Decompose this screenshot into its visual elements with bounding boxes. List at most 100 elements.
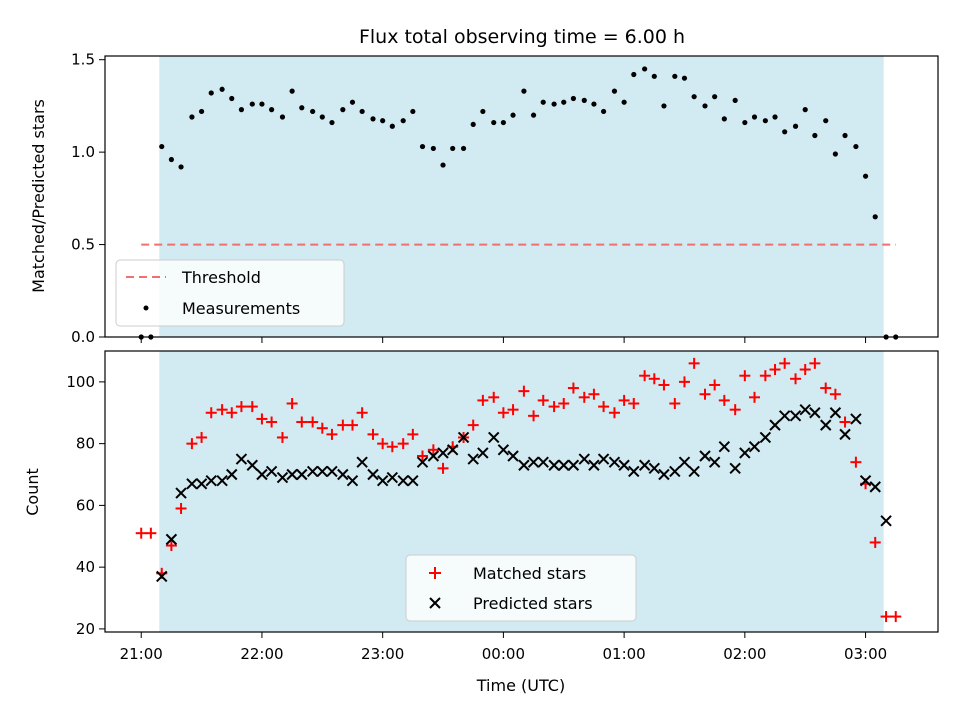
matched-stars-point — [598, 401, 610, 413]
predicted-stars-point — [497, 444, 510, 456]
matched-stars-point — [537, 394, 549, 406]
x-stroke-b — [628, 465, 640, 478]
x-stroke-b — [799, 403, 811, 416]
measurements-point — [853, 143, 859, 150]
matched-stars-point — [748, 391, 760, 403]
matched-stars-point — [397, 438, 409, 450]
predicted-stars-point — [809, 407, 821, 419]
measurements-point — [259, 101, 265, 107]
x-stroke-b — [316, 465, 329, 478]
x-stroke-b — [608, 456, 621, 468]
predicted-stars-point — [748, 441, 761, 453]
legend-predicted-label: Predicted stars — [473, 594, 593, 613]
x-stroke-b — [839, 428, 851, 441]
predicted-stars-point — [296, 468, 308, 481]
x-stroke-b — [416, 456, 429, 468]
ratio-legend-box — [115, 259, 345, 327]
predicted-stars-point — [507, 450, 519, 462]
x-stroke-b — [880, 515, 892, 527]
measurements-point — [651, 73, 657, 79]
y-tick-label: 1.5 — [71, 51, 95, 69]
x-stroke-b — [537, 456, 549, 468]
x-stroke-b — [477, 447, 489, 459]
predicted-stars-point — [416, 456, 429, 468]
measurements-point — [238, 107, 245, 113]
matched-stars-point — [558, 397, 570, 409]
x-stroke-b — [226, 468, 238, 481]
measurements-point — [370, 116, 376, 122]
matched-stars-point — [276, 431, 288, 443]
predicted-stars-point — [527, 456, 540, 468]
predicted-stars-point — [446, 444, 459, 456]
matched-stars-point — [337, 419, 349, 431]
matched-stars-point — [386, 441, 398, 453]
measurements-point — [491, 119, 497, 126]
measurements-point — [340, 107, 346, 113]
y-tick-label: 0.0 — [71, 328, 95, 346]
predicted-stars-point — [195, 478, 208, 490]
predicted-stars-point — [839, 428, 851, 441]
measurements-point — [380, 118, 386, 124]
matched-stars-point — [186, 438, 198, 450]
x-stroke-b — [195, 478, 208, 490]
ratio-x-ticks — [140, 337, 867, 343]
predicted-stars-point — [437, 447, 449, 459]
measurements-point — [189, 114, 195, 120]
predicted-stars-point — [778, 410, 791, 422]
matched-stars-point — [839, 416, 851, 428]
x-stroke-b — [638, 459, 651, 471]
x-stroke-b — [276, 471, 289, 484]
predicted-stars-point — [618, 459, 630, 471]
measurements-point — [540, 99, 546, 105]
predicted-stars-point — [739, 447, 751, 459]
y-tick-label: 1.0 — [71, 143, 95, 161]
x-stroke-b — [216, 474, 228, 487]
measurements-point — [642, 66, 648, 72]
predicted-stars-point — [175, 487, 187, 499]
x-stroke-b — [205, 474, 217, 487]
matched-stars-point — [588, 388, 600, 400]
x-stroke-b — [457, 431, 470, 444]
x-stroke-b — [376, 474, 389, 487]
predicted-stars-point — [488, 431, 500, 444]
measurements-point — [198, 108, 205, 115]
measurements-point — [742, 119, 748, 126]
measurement-points — [138, 66, 899, 340]
matched-stars-point — [688, 357, 700, 369]
x-stroke-b — [578, 453, 590, 465]
x-stroke-b — [156, 570, 168, 583]
predicted-stars-point — [859, 474, 872, 487]
matched-stars-point — [809, 357, 821, 369]
matched-stars-point — [256, 413, 268, 425]
matched-stars-point — [869, 536, 881, 548]
measurements-point — [359, 108, 365, 115]
x-stroke-b — [759, 431, 772, 444]
x-stroke-b — [729, 462, 741, 475]
matched-stars-point — [246, 401, 258, 413]
measurements-point — [681, 75, 688, 81]
y-tick-label: 0.5 — [71, 236, 95, 254]
count-x-ticks: 21:00 22:00 23:00 00:00 01:00 02:00 03:00 — [120, 632, 887, 663]
x-stroke-b — [246, 459, 258, 471]
measurements-point — [691, 94, 697, 100]
count-points — [135, 357, 902, 623]
x-stroke-b — [748, 441, 761, 453]
matched-stars-point — [135, 527, 147, 539]
measurements-point — [269, 107, 275, 113]
x-stroke-b — [175, 487, 187, 499]
x-stroke-b — [739, 447, 751, 459]
ratio-panel-frame — [104, 55, 939, 338]
ratio-y-label: Matched/Predicted stars — [29, 99, 48, 293]
measurements-point — [389, 123, 395, 129]
measurements-point — [721, 116, 727, 122]
matched-stars-point — [356, 407, 368, 419]
predicted-stars-point — [759, 431, 772, 444]
measurements-point — [219, 86, 225, 92]
x-axis-label: Time (UTC) — [476, 676, 565, 695]
legend-predicted-swatch — [429, 597, 441, 609]
matched-stars-point — [669, 397, 681, 409]
count-legend-box — [405, 554, 637, 622]
predicted-stars-point — [648, 462, 661, 475]
measurements-point — [802, 107, 808, 113]
predicted-stars-point — [829, 407, 842, 419]
